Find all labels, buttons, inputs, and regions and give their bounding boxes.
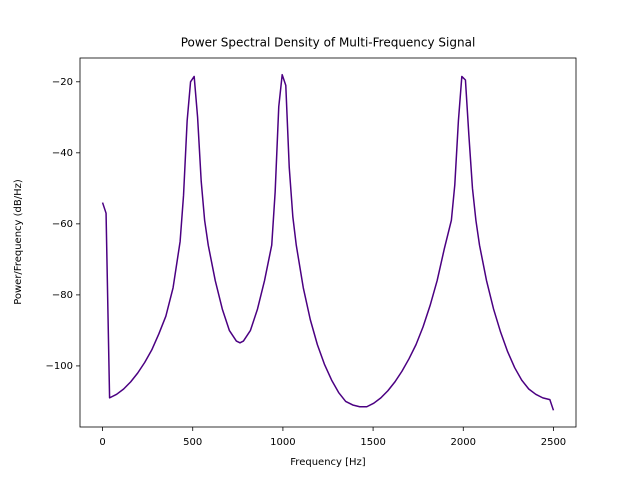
x-axis-label: Frequency [Hz] — [290, 457, 366, 468]
y-axis-label: Power/Frequency (dB/Hz) — [13, 179, 24, 305]
y-tick-label: −40 — [52, 148, 73, 159]
x-tick-label: 2000 — [451, 437, 476, 448]
y-tick-label: −20 — [52, 77, 73, 88]
line-series — [101, 73, 555, 411]
x-tick-label: 0 — [99, 437, 105, 448]
x-tick-label: 1000 — [270, 437, 295, 448]
x-tick-label: 1500 — [360, 437, 385, 448]
y-tick-label: −100 — [46, 361, 73, 372]
y-tick-label: −60 — [52, 219, 73, 230]
x-tick-label: 2500 — [541, 437, 566, 448]
y-tick-label: −80 — [52, 290, 73, 301]
plot-frame — [79, 57, 577, 428]
chart-title: Power Spectral Density of Multi-Frequenc… — [181, 36, 476, 50]
x-tick-label: 500 — [183, 437, 202, 448]
